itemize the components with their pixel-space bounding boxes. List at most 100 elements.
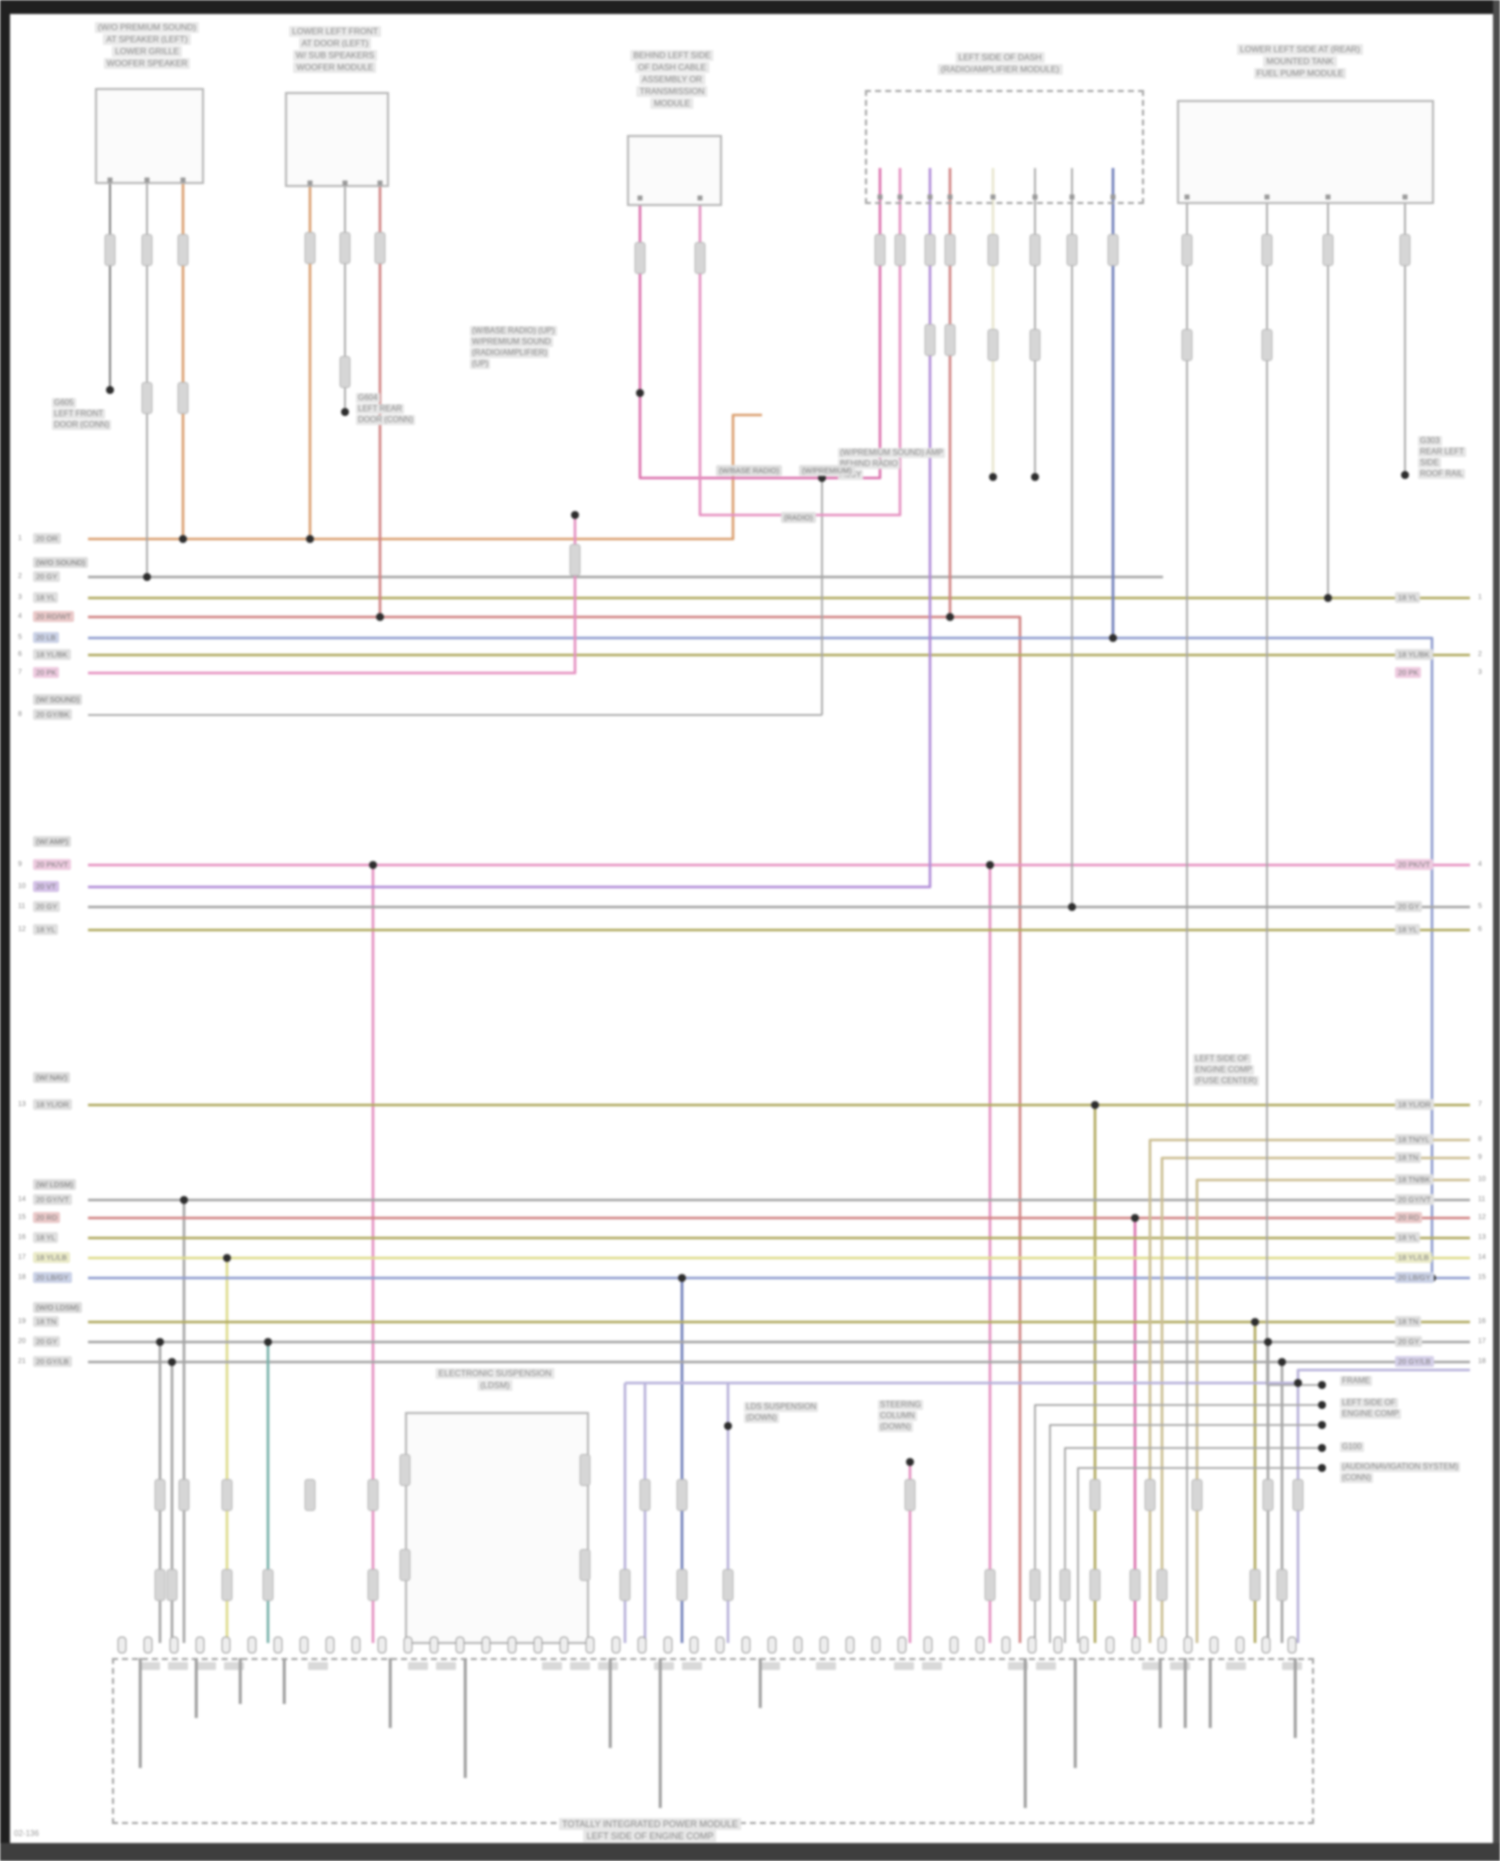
- left-pin-number: 15: [18, 1214, 26, 1221]
- wire-code-chip: 20 VT: [33, 881, 60, 892]
- connector-pin-icon: [1325, 194, 1331, 200]
- module-pin-chip: [168, 1662, 188, 1670]
- inline-connector-icon: [178, 1479, 190, 1511]
- module-pin-icon: [247, 1636, 257, 1654]
- junction-dot-icon: [1031, 473, 1039, 481]
- connector-pin-icon: [107, 177, 113, 183]
- inline-connector-icon: [722, 1569, 734, 1601]
- woofer-speaker-left-front-label: (W/O PREMIUM SOUND) AT SPEAKER (LEFT) LOWE…: [94, 22, 200, 70]
- woofer-speaker-left-front: [95, 88, 204, 184]
- fuel-pump-module-label: LOWER LEFT SIDE AT (REAR) MOUNTED TANK FUE…: [1237, 44, 1363, 80]
- bottom-module-label-line1: TOTALLY INTEGRATED POWER MODULE: [559, 1818, 741, 1830]
- junction-dot-icon: [223, 1254, 231, 1262]
- junction-dot-icon: [1318, 1401, 1326, 1409]
- junction-dot-icon: [1318, 1381, 1326, 1389]
- note-line: (W/BASE RADIO) (UP): [470, 326, 557, 336]
- junction-dot-icon: [143, 573, 151, 581]
- electronic-suspension-module-label: ELECTRONIC SUSPENSION (LDSM): [435, 1368, 555, 1392]
- inline-connector-icon: [221, 1569, 233, 1601]
- module-pin-icon: [767, 1636, 777, 1654]
- right-pin-number: 12: [1478, 1214, 1486, 1221]
- wire-code-chip: 18 YL/OR: [33, 1099, 72, 1110]
- note-line: LEFT SIDE OF: [1193, 1054, 1251, 1064]
- junction-dot-icon: [1294, 1379, 1302, 1387]
- wire-code-chip: 18 YL: [1395, 1232, 1421, 1243]
- module-pin-icon: [871, 1636, 881, 1654]
- component-label-line: AT SPEAKER (LEFT): [103, 34, 191, 45]
- right-pin-number: 15: [1478, 1274, 1486, 1281]
- junction-dot-icon: [1109, 634, 1117, 642]
- connector-pin-icon: [877, 194, 883, 200]
- inline-connector-icon: [141, 234, 153, 266]
- wire-code-chip: 20 GY: [1395, 1336, 1423, 1347]
- inline-connector-icon: [339, 232, 351, 264]
- wire-code-chip: 18 YL/BK: [33, 649, 71, 660]
- wire-group-heading: (W/ AMP): [33, 836, 72, 847]
- wire: [1148, 1138, 1470, 1643]
- inline-connector-icon: [1191, 1479, 1203, 1511]
- junction-dot-icon: [168, 1358, 176, 1366]
- right-pin-number: 17: [1478, 1338, 1486, 1345]
- component-label-line: OF DASH CABLE: [634, 62, 710, 73]
- lds-label: LDS SUSPENSION (DOWN): [744, 1402, 819, 1424]
- bottom-module-label-line2: LEFT SIDE OF ENGINE COMP: [583, 1830, 717, 1842]
- module-pin-icon: [1157, 1636, 1167, 1654]
- module-pin-icon: [1287, 1636, 1297, 1654]
- option-chip: (RADIO): [781, 512, 816, 523]
- wire: [1160, 1156, 1470, 1643]
- junction-dot-icon: [106, 386, 114, 394]
- module-pin-chip: [1142, 1662, 1162, 1670]
- left-pin-number: 5: [18, 634, 22, 641]
- component-label-line: AT DOOR (LEFT): [298, 38, 372, 49]
- inline-connector-icon: [1181, 329, 1193, 361]
- fuel-pump-module: [1177, 100, 1434, 204]
- inline-connector-icon: [177, 234, 189, 266]
- wire-code-chip: 20 GY/VT: [33, 1194, 72, 1205]
- component-label-line: WOOFER SPEAKER: [103, 58, 191, 69]
- module-pin-icon: [1131, 1636, 1141, 1654]
- note-line: LEFT SIDE OF: [1340, 1398, 1398, 1408]
- wire-group-heading: (W/ NAV): [33, 1072, 71, 1083]
- note-line: G604: [356, 393, 380, 403]
- inline-connector-icon: [141, 382, 153, 414]
- connector-pin-icon: [637, 195, 643, 201]
- right-pin-number: 8: [1478, 1136, 1482, 1143]
- inline-connector-icon: [367, 1479, 379, 1511]
- inline-connector-icon: [1029, 329, 1041, 361]
- wire-code-chip: 20 LB/GY: [1395, 1272, 1434, 1283]
- inline-connector-icon: [1029, 234, 1041, 266]
- ground-label-g303: G303 REAR LEFT SIDE ROOF RAIL: [1418, 436, 1467, 480]
- junction-dot-icon: [1091, 1101, 1099, 1109]
- left-pin-number: 18: [18, 1274, 26, 1281]
- right-pin-number: 10: [1478, 1176, 1486, 1183]
- left-pin-number: 21: [18, 1358, 26, 1365]
- wire: [1266, 168, 1322, 1386]
- wire-code-chip: 20 GY: [1395, 901, 1423, 912]
- module-pin-icon: [117, 1636, 127, 1654]
- wire: [1195, 1178, 1470, 1643]
- wire: [1064, 1447, 1322, 1643]
- wire-code-chip: 18 YL/OR: [1395, 1099, 1434, 1110]
- inline-connector-icon: [154, 1569, 166, 1601]
- note-line: LEFT FRONT: [52, 409, 106, 419]
- module-pin-chip: [816, 1662, 836, 1670]
- module-pin-chip: [760, 1662, 780, 1670]
- component-label-line: (RADIO/AMPLIFIER MODULE): [937, 64, 1063, 75]
- connector-pin-icon: [180, 177, 186, 183]
- wire: [1077, 1467, 1322, 1643]
- inline-connector-icon: [579, 1549, 591, 1581]
- note-line: SIDE: [1418, 458, 1441, 468]
- inline-connector-icon: [399, 1549, 411, 1581]
- wire-group-heading: (W/ LDSM): [33, 1179, 77, 1190]
- module-pin-icon: [819, 1636, 829, 1654]
- module-pin-icon: [923, 1636, 933, 1654]
- module-pin-icon: [143, 1636, 153, 1654]
- module-pin-icon: [221, 1636, 231, 1654]
- component-label-line: ELECTRONIC SUSPENSION: [435, 1368, 555, 1379]
- woofer-module-left-door: [285, 92, 389, 187]
- wire-code-chip: 20 PK/VT: [1395, 859, 1434, 870]
- note-line: BEHIND RADIO: [838, 459, 900, 469]
- component-label-line: TRANSMISSION: [636, 86, 708, 97]
- inline-connector-icon: [924, 234, 936, 266]
